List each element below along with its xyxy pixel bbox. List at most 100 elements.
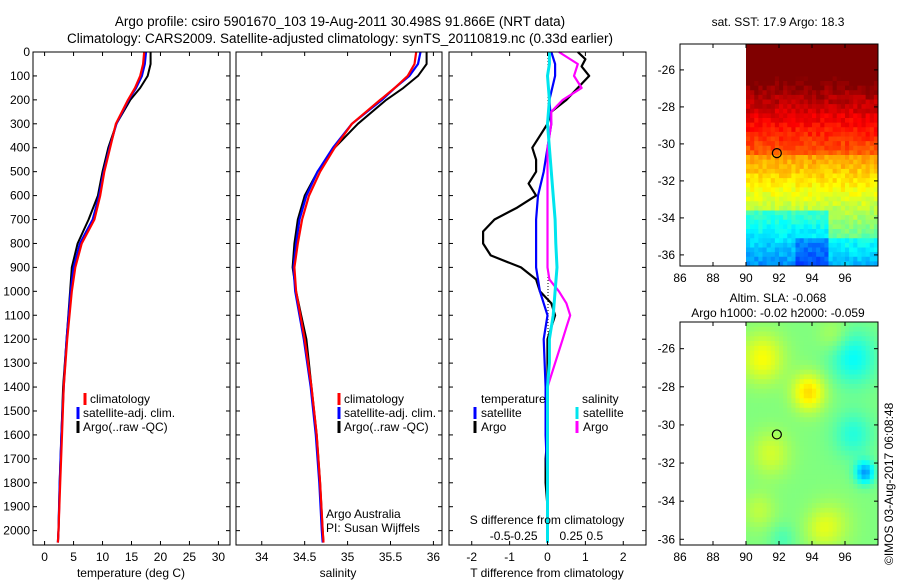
heatmap-cell [828, 94, 834, 100]
heatmap-cell [787, 464, 792, 471]
heatmap-cell [853, 57, 858, 63]
heatmap-cell [816, 233, 821, 239]
heatmap-cell [754, 422, 759, 428]
heatmap-cell [836, 474, 842, 480]
heatmap-cell [820, 322, 825, 328]
heatmap-cell [849, 205, 854, 211]
heatmap-cell [787, 350, 792, 356]
heatmap-cell [832, 229, 838, 235]
heatmap-cell [816, 113, 821, 119]
heatmap-cell [774, 469, 780, 475]
heatmap-cell [836, 507, 842, 513]
heatmap-cell [791, 53, 796, 59]
temp-xtick-label: 20 [154, 550, 168, 564]
heatmap-cell [861, 412, 867, 418]
heatmap-cell [816, 417, 821, 423]
heatmap-cell [750, 407, 755, 413]
heatmap-cell [853, 464, 858, 471]
heatmap-cell [849, 469, 854, 475]
heatmap-cell [803, 369, 809, 375]
heatmap-cell [853, 210, 858, 216]
heatmap-cell [803, 388, 809, 394]
heatmap-cell [873, 81, 878, 87]
heatmap-cell [803, 57, 809, 63]
heatmap-cell [754, 57, 759, 63]
heatmap-cell [762, 99, 768, 105]
heatmap-cell [791, 94, 796, 100]
heatmap-cell [746, 201, 751, 207]
heatmap-cell [803, 256, 809, 262]
heatmap-cell [832, 256, 838, 262]
heatmap-cell [869, 48, 875, 54]
heatmap-cell [840, 145, 846, 151]
heatmap-cell [787, 224, 792, 230]
heatmap-cell [795, 484, 801, 490]
heatmap-cell [795, 192, 801, 198]
heatmap-cell [795, 355, 801, 361]
heatmap-cell [783, 417, 788, 423]
heatmap-cell [803, 85, 809, 91]
heatmap-cell [779, 436, 784, 442]
heatmap-cell [799, 507, 805, 513]
heatmap-cell [787, 522, 792, 528]
heatmap-cell [787, 67, 792, 73]
heatmap-cell [857, 469, 862, 475]
heatmap-cell [853, 460, 858, 466]
heatmap-cell [783, 71, 788, 77]
heatmap-cell [762, 256, 768, 262]
heatmap-cell [853, 383, 858, 390]
heatmap-cell [828, 252, 834, 258]
heatmap-cell [836, 436, 842, 442]
heatmap-cell [750, 460, 755, 466]
heatmap-cell [816, 345, 821, 351]
heatmap-cell [770, 256, 776, 262]
heatmap-cell [746, 210, 751, 216]
heatmap-cell [816, 127, 821, 133]
heatmap-cell [820, 90, 825, 96]
heatmap-cell [812, 531, 817, 537]
heatmap-cell [812, 238, 817, 244]
heatmap-cell [754, 81, 759, 87]
heatmap-cell [799, 541, 805, 545]
heatmap-cell [861, 536, 867, 542]
heatmap-cell [779, 57, 784, 63]
heatmap-cell [840, 48, 846, 54]
heatmap-cell [803, 53, 809, 59]
heatmap-cell [840, 44, 846, 50]
heatmap-cell [869, 336, 875, 342]
heatmap-cell [840, 108, 846, 114]
heatmap-cell [746, 398, 751, 404]
heatmap-cell [758, 331, 763, 337]
heatmap-cell [861, 436, 867, 442]
heatmap-cell [845, 168, 850, 174]
heatmap-cell [774, 374, 780, 380]
depth-tick-label: 1200 [3, 332, 30, 346]
heatmap-cell [820, 205, 825, 211]
heatmap-cell [799, 150, 805, 156]
heatmap-cell [746, 422, 751, 428]
heatmap-cell [766, 261, 772, 266]
heatmap-cell [828, 164, 834, 170]
heatmap-cell [754, 205, 759, 211]
heatmap-cell [791, 469, 796, 475]
heatmap-cell [791, 210, 796, 216]
heatmap-cell [746, 104, 751, 110]
heatmap-cell [861, 53, 867, 59]
heatmap-cell [853, 247, 858, 253]
heatmap-cell [779, 71, 784, 77]
heatmap-cell [746, 379, 751, 385]
heatmap-cell [865, 507, 871, 513]
heatmap-cell [754, 541, 759, 545]
heatmap-cell [783, 173, 788, 179]
heatmap-cell [824, 224, 829, 230]
heatmap-cell [754, 104, 759, 110]
heatmap-cell [840, 479, 846, 485]
heatmap-cell [865, 178, 871, 184]
heatmap-cell [853, 493, 858, 499]
heatmap-cell [836, 536, 842, 542]
heatmap-cell [766, 379, 772, 385]
heatmap-cell [865, 455, 871, 461]
heatmap-cell [816, 436, 821, 442]
heatmap-cell [853, 261, 858, 266]
heatmap-cell [783, 364, 788, 371]
